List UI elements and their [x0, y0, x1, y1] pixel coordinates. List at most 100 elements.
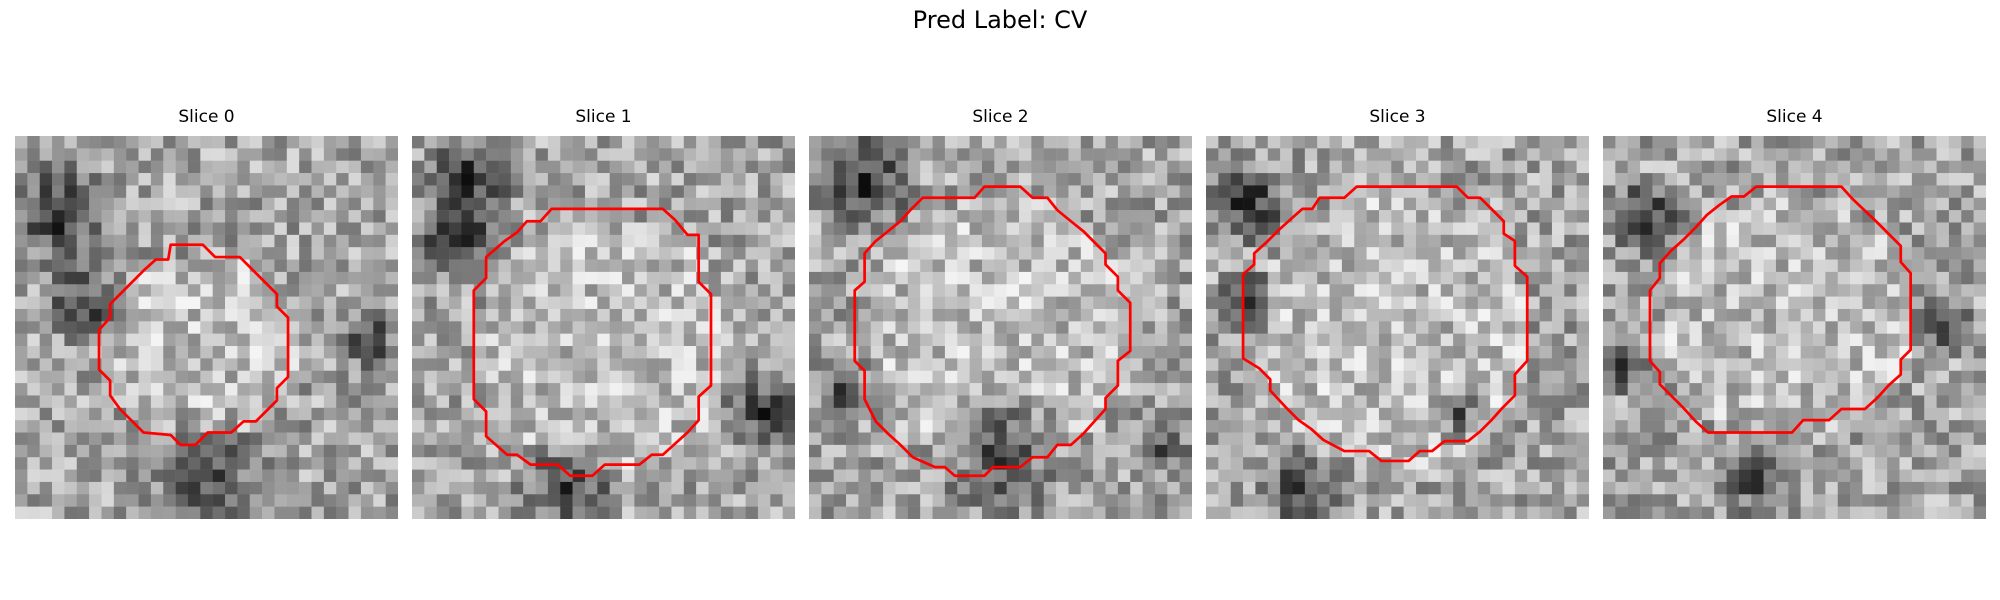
- pixel: [1862, 136, 1876, 149]
- pixel: [1874, 407, 1888, 421]
- pixel: [1255, 160, 1269, 174]
- pixel: [1080, 444, 1094, 458]
- pixel: [969, 481, 983, 495]
- pixel: [745, 222, 759, 236]
- pixel: [1936, 395, 1950, 409]
- pixel: [1105, 333, 1119, 347]
- pixel: [424, 136, 437, 149]
- pixel: [846, 296, 859, 310]
- pixel: [27, 321, 40, 334]
- pixel: [76, 321, 90, 334]
- pixel: [1726, 160, 1740, 174]
- pixel: [969, 284, 983, 297]
- slice-title: Slice 1: [575, 107, 632, 127]
- pixel: [1465, 457, 1479, 470]
- pixel: [634, 481, 647, 495]
- pixel: [1230, 370, 1244, 384]
- pixel: [163, 321, 176, 334]
- pixel: [1093, 308, 1106, 322]
- pixel: [1924, 197, 1937, 211]
- pixel: [1105, 432, 1119, 446]
- pixel: [101, 469, 115, 483]
- pixel: [101, 494, 115, 507]
- pixel: [895, 358, 909, 371]
- pixel: [634, 210, 647, 223]
- pixel: [150, 136, 164, 149]
- pixel: [1304, 481, 1318, 495]
- pixel: [473, 296, 487, 310]
- pixel: [745, 407, 759, 421]
- pixel: [821, 247, 834, 260]
- pixel: [1627, 395, 1641, 409]
- pixel: [1924, 395, 1937, 409]
- pixel: [449, 481, 462, 495]
- pixel: [1837, 148, 1851, 161]
- pixel: [1453, 197, 1466, 211]
- pixel: [1255, 136, 1269, 149]
- pixel: [1615, 234, 1628, 248]
- pixel: [1230, 296, 1244, 310]
- pixel: [883, 197, 896, 211]
- pixel: [1490, 432, 1503, 446]
- pixel: [126, 136, 139, 149]
- pixel: [1440, 234, 1454, 248]
- pixel: [821, 469, 834, 483]
- pixel: [473, 506, 487, 519]
- pixel: [1850, 308, 1863, 322]
- pixel: [461, 271, 475, 285]
- pixel: [449, 136, 462, 149]
- pixel: [510, 407, 524, 421]
- pixel: [560, 370, 573, 384]
- pixel: [821, 333, 834, 347]
- pixel: [163, 444, 176, 458]
- pixel: [1142, 259, 1156, 273]
- pixel: [1899, 444, 1913, 458]
- pixel: [1304, 321, 1318, 334]
- pixel: [1961, 457, 1974, 470]
- pixel: [1117, 259, 1131, 273]
- pixel: [1502, 173, 1516, 186]
- pixel: [348, 444, 362, 458]
- pixel: [150, 160, 164, 174]
- pixel: [782, 420, 795, 433]
- pixel: [64, 173, 78, 186]
- pixel: [1973, 481, 1986, 495]
- pixel: [498, 185, 512, 199]
- pixel: [1167, 160, 1180, 174]
- pixel: [187, 321, 201, 334]
- pixel: [1813, 296, 1826, 310]
- pixel: [1652, 407, 1666, 421]
- pixel: [584, 358, 598, 371]
- pixel: [373, 284, 386, 297]
- pixel: [101, 234, 115, 248]
- pixel: [113, 148, 127, 161]
- pixel: [659, 395, 672, 409]
- pixel: [833, 210, 847, 223]
- pixel: [1874, 383, 1888, 396]
- pixel: [1874, 234, 1888, 248]
- pixel: [360, 296, 374, 310]
- pixel: [39, 222, 53, 236]
- pixel: [1751, 383, 1764, 396]
- pixel: [1738, 234, 1752, 248]
- pixel: [385, 148, 398, 161]
- pixel: [187, 407, 201, 421]
- pixel: [1788, 148, 1801, 161]
- pixel: [1924, 432, 1937, 446]
- pixel: [994, 321, 1007, 334]
- pixel: [1837, 346, 1851, 359]
- pixel: [560, 407, 573, 421]
- pixel: [1366, 383, 1380, 396]
- pixel: [1179, 247, 1192, 260]
- pixel: [1154, 160, 1168, 174]
- pixel: [1154, 148, 1168, 161]
- pixel: [696, 333, 709, 347]
- pixel: [1961, 308, 1974, 322]
- pixel: [52, 395, 65, 409]
- pixel: [1664, 432, 1678, 446]
- pixel: [225, 457, 238, 470]
- pixel: [733, 333, 746, 347]
- pixel: [175, 210, 189, 223]
- pixel: [1899, 383, 1913, 396]
- pixel: [1341, 383, 1355, 396]
